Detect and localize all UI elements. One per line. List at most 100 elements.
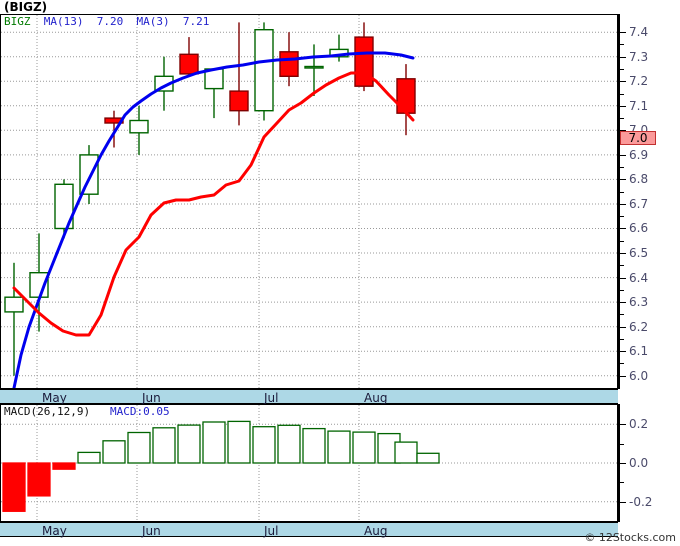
price-chart-panel[interactable] (0, 14, 618, 389)
macd-chart-panel[interactable] (0, 404, 618, 522)
price-legend: BIGZ MA(13) 7.20 MA(3) 7.21 (4, 16, 209, 28)
candlestick[interactable] (254, 22, 274, 121)
candlestick-series (4, 22, 416, 376)
price-y-axis: 7.4 7.3 7.2 7.1 7.0 6.9 6.8 6.7 6.6 6.5 6.4 6.3 6.2 6… (618, 14, 680, 389)
tick-mark (620, 81, 626, 83)
price-axis-spine (618, 14, 620, 389)
candle-body (4, 296, 24, 313)
macd-y-axis: 0.2 0.0 -0.2 (618, 404, 680, 522)
price-axis-tick: 6.9 (620, 148, 678, 162)
macd-bar[interactable] (352, 431, 376, 464)
macd-bar[interactable] (102, 440, 126, 464)
macd-bar[interactable] (27, 462, 51, 497)
month-label: Jun (142, 524, 161, 538)
macd-bar[interactable] (177, 424, 201, 464)
macd-bar[interactable] (252, 426, 276, 464)
price-axis-tick: 6.5 (620, 246, 678, 260)
price-gridlines (1, 15, 617, 388)
tick-mark (620, 216, 624, 218)
price-axis-tick: 6.8 (620, 172, 678, 186)
macd-bar[interactable] (416, 452, 440, 464)
tick-label: 0.0 (629, 456, 649, 470)
candlestick[interactable] (354, 22, 374, 92)
ma13-line (12, 51, 415, 388)
tick-mark (620, 253, 626, 255)
macd-bar[interactable] (127, 431, 151, 464)
price-axis-tick: 6.6 (620, 221, 678, 235)
tick-mark (620, 443, 624, 445)
legend-ma3-value: 7.21 (182, 15, 210, 28)
candle-body (79, 154, 99, 195)
macd-bar[interactable] (227, 420, 251, 464)
legend-ma3-label: MA(3) (136, 15, 170, 28)
tick-mark (620, 130, 626, 132)
candlestick[interactable] (79, 145, 99, 204)
price-axis-tick: 7.2 (620, 74, 678, 88)
macd-bar[interactable] (277, 424, 301, 464)
tick-label: -0.2 (629, 494, 653, 509)
tick-mark (620, 338, 624, 340)
price-axis-tick: 6.4 (620, 271, 678, 285)
current-price-badge: 7.0 (620, 131, 656, 146)
macd-bar[interactable] (52, 462, 76, 470)
tick-mark (620, 482, 624, 484)
price-axis-minor-tick (620, 62, 678, 76)
ma3-line (12, 71, 415, 337)
macd-bar[interactable] (302, 427, 326, 464)
legend-ma13-value: 7.20 (96, 15, 124, 28)
tick-label: 6.5 (629, 246, 649, 261)
tick-mark (620, 93, 624, 95)
tick-mark (620, 302, 626, 304)
tick-mark (620, 203, 626, 205)
price-month-band: May Jun Jul Aug (0, 389, 618, 405)
candlestick[interactable] (204, 68, 224, 119)
tick-mark (620, 56, 626, 58)
price-axis-minor-tick (620, 234, 678, 248)
month-label: Jun (142, 391, 161, 405)
macd-bar[interactable] (152, 427, 176, 464)
macd-bar[interactable] (2, 462, 26, 512)
tick-mark (620, 154, 626, 156)
macd-bar[interactable] (77, 451, 101, 464)
legend-symbol: BIGZ (4, 15, 31, 28)
macd-bar[interactable] (202, 421, 226, 464)
macd-axis-tick: 0.2 (620, 417, 678, 431)
price-axis-minor-tick (620, 111, 678, 125)
price-axis-tick: 7.1 (620, 99, 678, 113)
candlestick[interactable] (396, 64, 416, 136)
tick-label: 0.2 (629, 417, 649, 432)
tick-label: 6.0 (629, 368, 649, 383)
tick-mark (620, 240, 624, 242)
macd-histogram (2, 420, 440, 512)
candle-body (179, 53, 199, 75)
macd-legend-value: MACD:0.05 (109, 405, 170, 418)
tick-mark (620, 228, 626, 230)
candlestick[interactable] (229, 22, 249, 126)
candlestick[interactable] (304, 44, 324, 96)
candlestick[interactable] (4, 262, 24, 376)
month-label: Jul (264, 524, 279, 538)
tick-label: 6.4 (629, 270, 649, 285)
tick-mark (620, 351, 626, 353)
candle-body (54, 183, 74, 230)
tick-label: 6.8 (629, 172, 649, 187)
price-axis-minor-tick (620, 332, 678, 346)
candlestick[interactable] (329, 34, 349, 62)
macd-legend: MACD(26,12,9) MACD:0.05 (4, 406, 170, 418)
tick-mark (620, 179, 626, 181)
candle-body (129, 119, 149, 134)
price-axis-tick: 6.3 (620, 295, 678, 309)
candlestick[interactable] (129, 105, 149, 155)
tick-label: 6.3 (629, 295, 649, 310)
macd-month-band: May Jun Jul Aug (0, 522, 618, 538)
month-label: May (42, 524, 67, 538)
macd-bar[interactable] (394, 441, 418, 464)
price-axis-tick: 7.4 (620, 25, 678, 39)
macd-bar[interactable] (327, 430, 351, 464)
candlestick[interactable] (179, 37, 199, 75)
candlestick[interactable] (54, 179, 74, 239)
tick-mark (620, 375, 626, 377)
price-axis-minor-tick (620, 209, 678, 223)
candle-body (304, 65, 324, 69)
